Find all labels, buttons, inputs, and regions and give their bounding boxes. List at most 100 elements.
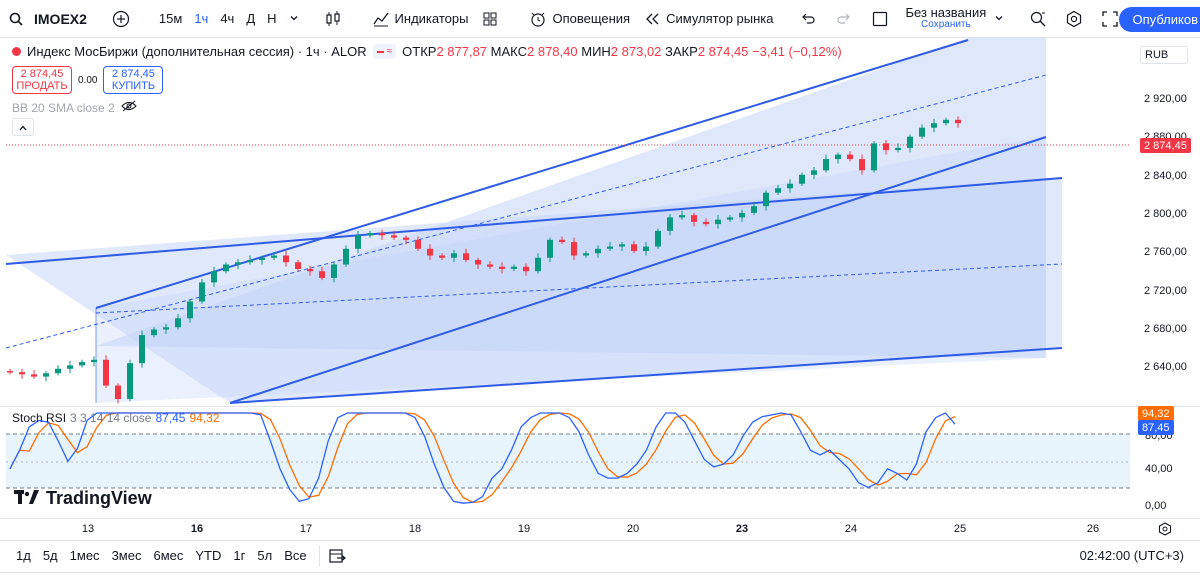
alerts-button[interactable]: Оповещения — [522, 0, 636, 38]
series-title[interactable]: Индекс МосБиржи (дополнительная сессия) … — [27, 44, 367, 59]
stoch-rsi-pane — [6, 412, 1130, 504]
chart-canvas[interactable] — [0, 38, 1200, 518]
layout-info: Без названия Сохранить — [906, 6, 987, 30]
data-status-badge[interactable]: ≈ — [372, 44, 397, 59]
candle-body — [907, 136, 913, 148]
stoch-k-badge: 87,45 — [1138, 420, 1174, 435]
candle-body — [319, 271, 325, 278]
candle-body — [763, 192, 769, 207]
layout-toggle[interactable] — [864, 0, 900, 38]
candle-body — [199, 282, 205, 302]
tradingview-logo-icon — [14, 488, 40, 509]
goto-date-icon[interactable] — [328, 547, 346, 565]
collapse-legend-button[interactable] — [12, 118, 34, 136]
low-label: МИН — [581, 44, 611, 59]
change-value: −3,41 (−0,12%) — [752, 44, 842, 59]
candle-body — [703, 221, 709, 225]
quick-search-button[interactable] — [1022, 0, 1058, 38]
fullscreen-button[interactable] — [1094, 0, 1130, 38]
redo-icon — [834, 9, 854, 29]
interval-day[interactable]: Д — [246, 11, 256, 26]
candle-body — [547, 239, 553, 258]
chart-type-button[interactable] — [317, 0, 353, 38]
symbol-search[interactable]: IMOEX2 — [0, 0, 93, 38]
channel-lower-line — [229, 136, 1047, 404]
settings-button[interactable] — [1058, 0, 1094, 38]
candle-body — [271, 255, 277, 258]
price-axis-label: 2 920,00 — [1144, 93, 1187, 105]
buy-button[interactable]: 2 874,45 КУПИТЬ — [103, 66, 164, 94]
stoch-band-fill — [6, 434, 1130, 488]
candle-body — [7, 371, 13, 373]
buy-label: КУПИТЬ — [111, 80, 156, 92]
bb-indicator-legend[interactable]: BB 20 SMA close 2 — [12, 100, 137, 115]
candle-body — [487, 264, 493, 267]
sell-button[interactable]: 2 874,45 ПРОДАТЬ — [12, 66, 72, 94]
candle-body — [79, 362, 85, 366]
candle-body — [295, 262, 301, 269]
interval-15m[interactable]: 15м — [158, 11, 183, 26]
layout-name: Без названия — [905, 5, 987, 21]
templates-button[interactable] — [474, 0, 510, 38]
interval-4h[interactable]: 4ч — [220, 11, 235, 26]
range-5y[interactable]: 5л — [257, 548, 273, 563]
candle-body — [151, 329, 157, 336]
candles-icon — [323, 9, 343, 29]
range-5d[interactable]: 5д — [42, 548, 58, 563]
tradingview-watermark[interactable]: TradingView — [14, 488, 152, 509]
time-axis-label: 16 — [190, 523, 204, 535]
range-all[interactable]: Все — [284, 548, 307, 563]
interval-1h[interactable]: 1ч — [194, 11, 209, 26]
candle-body — [715, 219, 721, 225]
candle-body — [31, 374, 37, 377]
price-axis-label: 2 640,00 — [1144, 361, 1187, 374]
layout-save-link: Сохранить — [921, 19, 971, 31]
open-label: ОТКР — [402, 44, 437, 59]
range-buttons: 1д 5д 1мес 3мес 6мес YTD 1г 5л Все — [0, 548, 313, 563]
eye-hidden-icon[interactable] — [120, 100, 137, 115]
range-ytd[interactable]: YTD — [195, 548, 222, 563]
low-value: 2 873,02 — [610, 44, 662, 59]
range-3m[interactable]: 3мес — [111, 548, 142, 563]
currency-select[interactable]: RUB — [1140, 46, 1188, 64]
price-axis[interactable]: 2 920,002 880,002 840,002 800,002 760,00… — [1130, 38, 1200, 408]
timezone-clock[interactable]: 02:42:00 (UTC+3) — [1079, 548, 1184, 563]
candle-body — [943, 119, 949, 124]
candle-body — [859, 159, 865, 171]
layout-menu[interactable]: Без названия Сохранить — [900, 0, 1011, 38]
symbol-name: IMOEX2 — [34, 10, 87, 27]
redo-button[interactable] — [828, 0, 864, 38]
candle-body — [667, 217, 673, 231]
sell-price: 2 874,45 — [20, 67, 64, 80]
channel-upper-line — [95, 39, 969, 309]
auto-scale-gear-icon[interactable] — [1158, 522, 1172, 539]
replay-button[interactable]: Симулятор рынка — [636, 0, 779, 38]
interval-dropdown[interactable] — [283, 0, 305, 38]
close-label: ЗАКР — [665, 44, 698, 59]
pane-separator[interactable] — [0, 406, 1200, 407]
indicators-button[interactable]: Индикаторы — [365, 0, 475, 38]
range-1d[interactable]: 1д — [16, 548, 31, 563]
stoch-axis-0: 0,00 — [1145, 500, 1167, 512]
candle-body — [343, 248, 349, 265]
range-1y[interactable]: 1г — [233, 548, 246, 563]
interval-week[interactable]: Н — [267, 11, 277, 26]
candle-body — [427, 248, 433, 256]
range-1m[interactable]: 1мес — [69, 548, 100, 563]
time-axis[interactable]: 13 16 17 18 19 20 23 24 25 26 — [0, 518, 1200, 538]
candle-body — [283, 255, 289, 263]
candle-body — [163, 327, 169, 330]
candle-body — [919, 127, 925, 137]
candle-body — [691, 215, 697, 222]
delay-icon: ≈ — [386, 46, 393, 57]
stoch-legend[interactable]: Stoch RSI 3 3 14 14 close 87,45 94,32 — [12, 411, 220, 425]
compare-add-button[interactable] — [105, 0, 141, 38]
candle-body — [595, 248, 601, 254]
stoch-params: 3 3 14 14 close — [70, 411, 152, 425]
range-6m[interactable]: 6мес — [153, 548, 184, 563]
candle-body — [811, 170, 817, 175]
candle-body — [331, 264, 337, 278]
undo-button[interactable] — [792, 0, 828, 38]
publish-button[interactable]: Опубликов — [1118, 7, 1200, 32]
stoch-d-value: 94,32 — [189, 411, 220, 425]
